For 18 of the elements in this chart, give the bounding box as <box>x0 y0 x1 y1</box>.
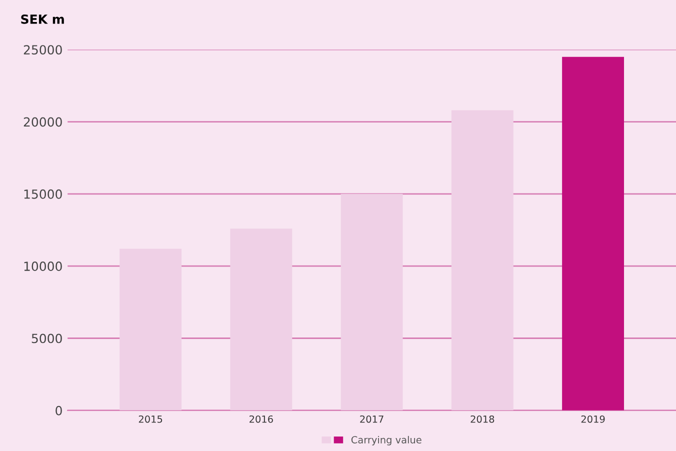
bar <box>340 194 403 410</box>
x-tick-label: 2019 <box>581 415 605 423</box>
y-tick-label: 5000 <box>32 334 62 344</box>
y-tick-label: 0 <box>56 406 62 416</box>
bar <box>451 110 514 410</box>
y-tick-label: 10000 <box>24 262 62 272</box>
x-tick-label: 2017 <box>360 415 384 423</box>
bar <box>562 56 624 410</box>
bar <box>230 228 292 410</box>
x-tick-label: 2015 <box>138 415 162 423</box>
legend-label: Carrying value <box>351 436 422 446</box>
y-axis-title: SEK m <box>21 14 64 24</box>
y-tick-label: 25000 <box>24 45 62 55</box>
x-tick-label: 2016 <box>250 415 273 423</box>
y-tick-label: 15000 <box>24 189 62 199</box>
bar <box>120 248 182 410</box>
x-tick-label: 2018 <box>470 415 494 423</box>
y-tick-label: 20000 <box>24 117 62 127</box>
